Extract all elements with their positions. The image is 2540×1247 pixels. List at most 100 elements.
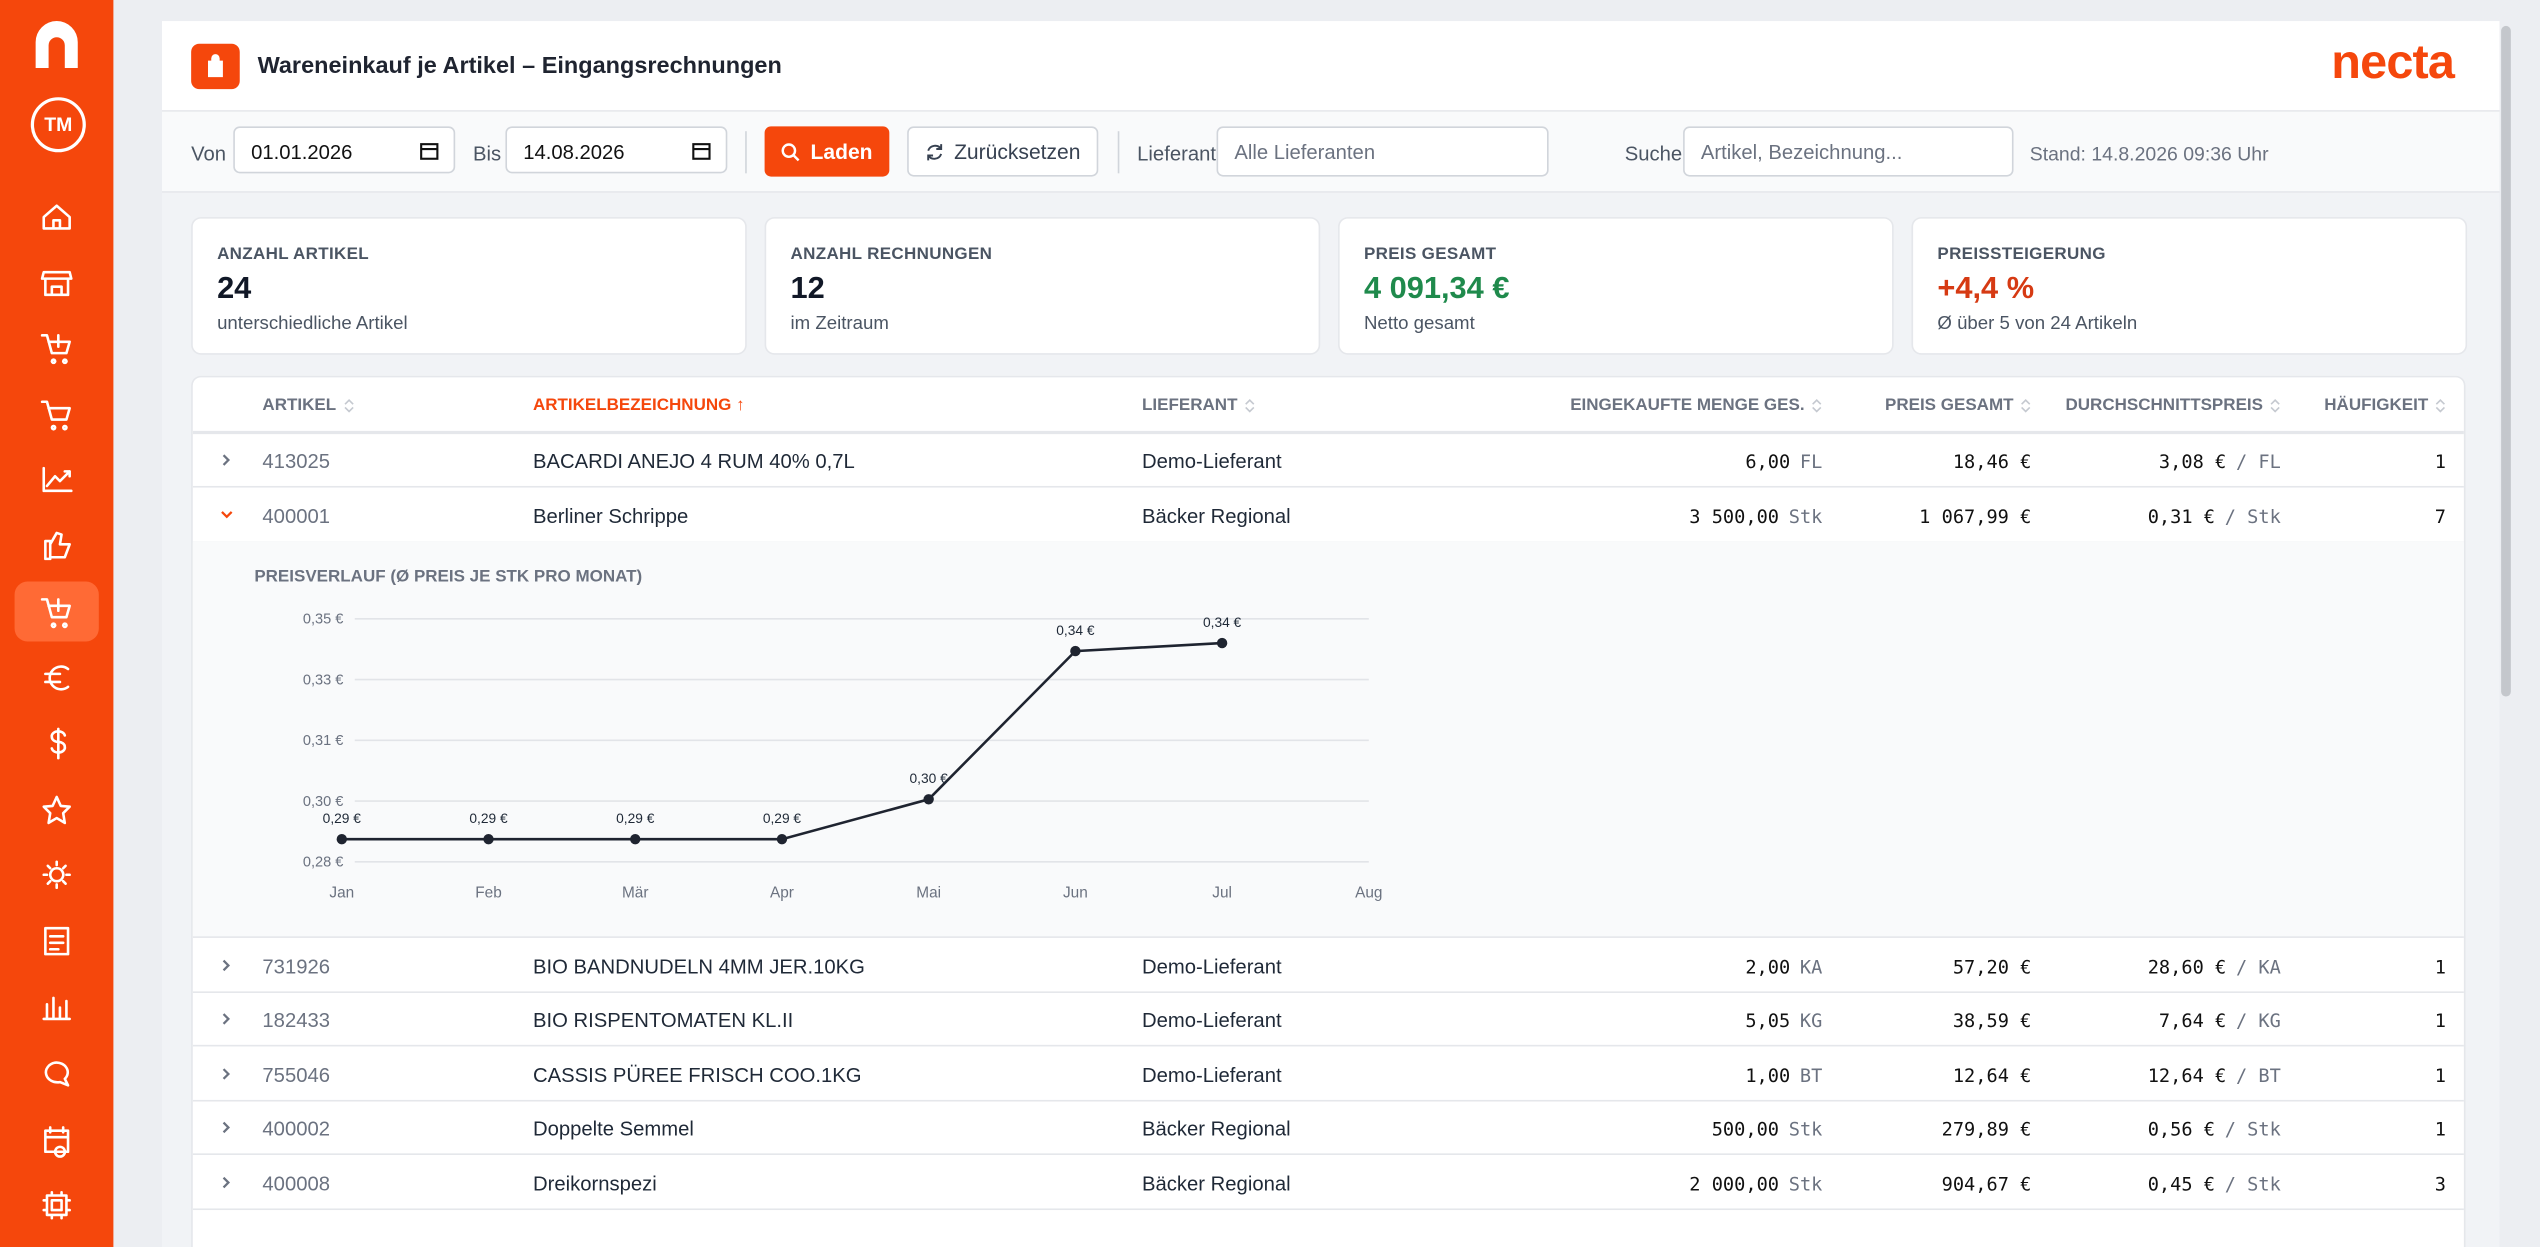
logo[interactable]	[35, 21, 78, 69]
quantity-value: 2 000,00	[1689, 1171, 1780, 1195]
chevron	[222, 454, 231, 466]
nav-reports[interactable]	[42, 996, 71, 1021]
quantity: 2 000,00 Stk	[1689, 1172, 1822, 1195]
table-row[interactable]: 731926 BIO BANDNUDELN 4MM JER.10KG Demo-Li…	[192, 937, 2464, 993]
nav-rating[interactable]	[44, 531, 71, 561]
table-row[interactable]: 182433 BIO RISPENTOMATEN KL.II Demo-Liefer…	[192, 991, 2464, 1047]
sort-icon	[2270, 398, 2280, 412]
quantity-unit: KA	[1799, 954, 1823, 978]
expand-toggle[interactable]	[219, 506, 235, 522]
expand-toggle[interactable]	[219, 1174, 235, 1190]
main: Wareneinkauf je Artikel – Eingangsrechnu…	[161, 21, 2500, 1247]
nav-dollar[interactable]	[50, 727, 67, 760]
nav-settings[interactable]	[42, 860, 71, 890]
data-point	[776, 834, 788, 845]
expand-toggle[interactable]	[219, 452, 235, 468]
x-tick-label: Jul	[1212, 884, 1232, 901]
nav-system[interactable]	[42, 1190, 71, 1220]
bag-icon	[207, 54, 223, 78]
from-input[interactable]: 01.01.2026	[233, 126, 456, 174]
search-input[interactable]: Artikel, Bezeichnung...	[1683, 126, 2014, 177]
frequency: 1	[2434, 450, 2447, 474]
nav-calendar[interactable]	[44, 1126, 70, 1158]
frequency: 1	[2434, 1117, 2447, 1141]
kpi-label: ANZAHL RECHNUNGEN	[790, 244, 993, 265]
quantity: 1,00 BT	[1745, 1063, 1822, 1086]
expand-toggle[interactable]	[219, 1011, 235, 1027]
kpi-value: 4 091,34 €	[1363, 272, 1510, 307]
brand: necta	[2331, 35, 2455, 90]
chevron	[222, 1067, 231, 1079]
load-button[interactable]: Laden	[764, 126, 890, 177]
nav-documents[interactable]	[44, 926, 70, 956]
supplier: Bäcker Regional	[1142, 1171, 1291, 1195]
nav-cart[interactable]	[40, 400, 71, 431]
nav-analytics[interactable]	[42, 466, 73, 493]
quantity-unit: BT	[1799, 1063, 1823, 1087]
article-name: BIO BANDNUDELN 4MM JER.10KG	[532, 954, 865, 978]
value-label: 0,29 €	[469, 811, 508, 826]
average-value: 3,08 €	[2158, 450, 2227, 474]
table-row[interactable]: 400001 Berliner Schrippe Bäcker Regional 3 …	[192, 487, 2464, 542]
table-row[interactable]: 413025 BACARDI ANEJO 4 RUM 40% 0,7L Demo-L…	[192, 433, 2464, 488]
x-tick-label: Apr	[770, 884, 794, 901]
column-label: HÄUFIGKEIT	[2324, 395, 2429, 415]
nav-store[interactable]	[40, 270, 73, 297]
article-name: Doppelte Semmel	[532, 1117, 694, 1141]
kpi-label: ANZAHL ARTIKEL	[217, 244, 370, 265]
sidebar-icons	[14, 21, 99, 1220]
article-number: 182433	[262, 1009, 331, 1032]
supplier-input[interactable]: Alle Lieferanten	[1216, 126, 1549, 177]
sort-icon	[343, 398, 353, 412]
article-number: 755046	[262, 1063, 331, 1087]
quantity-value: 6,00	[1745, 450, 1791, 474]
nav-home[interactable]	[42, 204, 71, 230]
total-price: 904,67 €	[1942, 1172, 2032, 1195]
average-unit: / KG	[2235, 1009, 2281, 1032]
reset-button[interactable]: Zurücksetzen	[907, 126, 1099, 177]
nav-favorites[interactable]	[42, 795, 71, 825]
scrollbar[interactable]	[2501, 25, 2511, 697]
average-value: 0,56 €	[2147, 1117, 2216, 1141]
total-price: 38,59 €	[1953, 1009, 2032, 1032]
quantity: 500,00 Stk	[1712, 1118, 1823, 1141]
separator	[745, 131, 747, 174]
table-row[interactable]: 755046 CASSIS PÜREE FRISCH COO.1KG Demo-Li…	[192, 1046, 2464, 1101]
quantity: 3 500,00 Stk	[1689, 505, 1822, 528]
column-label: ARTIKELBEZEICHNUNG ↑	[532, 395, 745, 415]
chevron	[222, 1121, 231, 1134]
sort-glyph	[2270, 398, 2280, 412]
to-input[interactable]: 14.08.2026	[505, 126, 728, 174]
x-tick-label: Mai	[916, 884, 941, 901]
x-tick-label: Jan	[329, 884, 354, 901]
article-name: Dreikornspezi	[532, 1171, 657, 1195]
expand-toggle[interactable]	[219, 1065, 235, 1081]
kpi-card: ANZAHL RECHNUNGEN 12 im Zeitraum	[764, 217, 1321, 355]
average-value: 0,31 €	[2147, 504, 2216, 528]
column-header: ARTIKELBEZEICHNUNG ↑	[533, 395, 745, 414]
nav-euro[interactable]	[44, 665, 70, 691]
nav-article-purchase[interactable]	[40, 598, 71, 629]
quantity-unit: FL	[1799, 450, 1823, 474]
table-header: ARTIKEL ARTIKELBEZEICHNUNG ↑ LIEFERANT EING…	[192, 377, 2464, 435]
nav-support[interactable]	[44, 1061, 70, 1087]
x-tick-label: Jun	[1063, 884, 1088, 901]
expand-toggle[interactable]	[219, 957, 235, 973]
nav-purchase[interactable]	[40, 334, 71, 365]
table-row[interactable]: 400002 Doppelte Semmel Bäcker Regional 500,…	[192, 1100, 2464, 1155]
kpi-sub: Netto gesamt	[1363, 314, 1475, 334]
column-header: DURCHSCHNITTSPREIS	[2065, 395, 2280, 415]
x-tick-label: Aug	[1355, 884, 1382, 901]
load-label: Laden	[810, 139, 873, 164]
expand-toggle[interactable]	[219, 1119, 235, 1135]
article-number: 731926	[262, 954, 331, 978]
price-line	[341, 641, 1223, 841]
average-unit: / Stk	[2224, 504, 2281, 528]
average-price: 12,64 € / BT	[2148, 1063, 2281, 1086]
avatar[interactable]: TM	[30, 97, 86, 153]
table-row[interactable]: 400008 Dreikornspezi Bäcker Regional 2 000,…	[192, 1154, 2464, 1210]
average-value: 0,45 €	[2147, 1171, 2216, 1195]
article-name: Berliner Schrippe	[532, 504, 689, 528]
average-price: 7,64 € / KG	[2159, 1009, 2281, 1032]
